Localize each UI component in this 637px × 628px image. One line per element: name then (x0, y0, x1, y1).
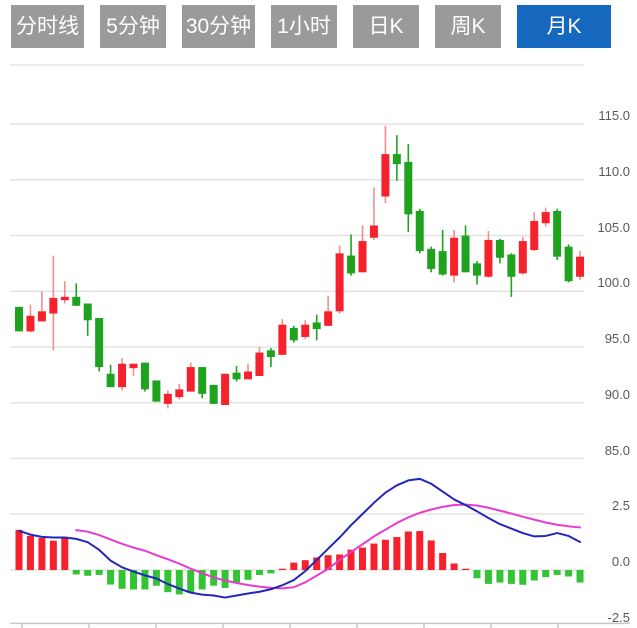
tab-1hour[interactable]: 1小时 (271, 5, 337, 48)
tab-month-k[interactable]: 月K (517, 5, 611, 48)
tab-5min[interactable]: 5分钟 (100, 5, 166, 48)
macd-axis-label: 0.0 (611, 554, 630, 569)
tab-minute-line[interactable]: 分时线 (11, 5, 84, 48)
tab-30min[interactable]: 30分钟 (182, 5, 255, 48)
price-axis-label: 110.0 (598, 163, 630, 179)
price-axis-label: 85.0 (604, 442, 630, 458)
price-axis-label: 105.0 (597, 219, 630, 235)
price-axis-label: 100.0 (597, 275, 630, 291)
macd-axis-label: 2.5 (611, 498, 630, 513)
timeframe-tabbar: 分时线 5分钟 30分钟 1小时 日K 周K 月K (11, 5, 611, 48)
tab-week-k[interactable]: 周K (435, 5, 501, 48)
price-axis-label: 95.0 (604, 331, 630, 346)
macd-axis-label: -2.5 (607, 610, 630, 625)
price-axis-label: 90.0 (604, 386, 630, 402)
tab-day-k[interactable]: 日K (353, 5, 419, 48)
price-axis-label: 115.0 (598, 108, 630, 123)
